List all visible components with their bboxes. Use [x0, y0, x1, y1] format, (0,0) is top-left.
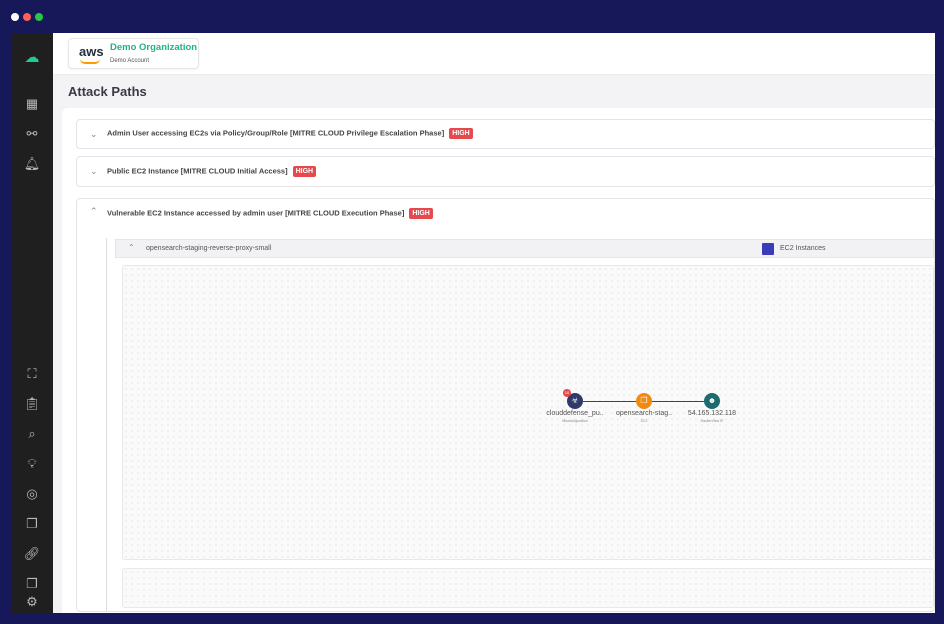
- chevron-up-icon[interactable]: ⌃: [128, 243, 135, 252]
- window-close-dot: [11, 13, 19, 21]
- attack-paths-panel: ⌄ Admin User accessing EC2s via Policy/G…: [62, 108, 935, 613]
- attack-path-item[interactable]: ⌄ Admin User accessing EC2s via Policy/G…: [76, 119, 935, 149]
- chevron-down-icon[interactable]: ⌄: [90, 129, 98, 139]
- top-header: aws Demo Organization Demo Account: [53, 33, 935, 75]
- account-name: Demo Account: [110, 58, 150, 64]
- attack-path-item-expanded: ⌃ Vulnerable EC2 Instance accessed by ad…: [76, 198, 935, 612]
- org-selector[interactable]: aws Demo Organization Demo Account: [68, 38, 199, 69]
- severity-badge: HIGH: [409, 208, 433, 219]
- node-label: clouddefense_pu..: [546, 410, 604, 417]
- node-label: opensearch-stag..: [615, 410, 673, 417]
- ec2-icon[interactable]: ❐: [636, 393, 652, 409]
- graph-canvas-secondary[interactable]: [122, 568, 934, 608]
- node-type: EC2: [640, 419, 648, 423]
- ec2-instances-icon: [762, 243, 774, 255]
- resource-header[interactable]: ⌃ opensearch-staging-reverse-proxy-small…: [115, 239, 934, 258]
- aws-logo-smile: [80, 59, 100, 64]
- severity-badge: HIGH: [449, 128, 473, 139]
- finding-count-badge: 10: [563, 389, 571, 397]
- aws-logo: aws: [79, 44, 104, 59]
- fingerprint-icon[interactable]: ◎: [26, 486, 38, 501]
- link-icon[interactable]: 🔗︎: [23, 546, 41, 561]
- node-type: HackerView IP: [700, 419, 724, 423]
- attack-path-icon[interactable]: ⚯: [26, 126, 38, 141]
- dashboard-icon[interactable]: ▦: [25, 96, 39, 111]
- resource-group: ⌃ opensearch-staging-reverse-proxy-small…: [106, 238, 934, 611]
- graph-canvas[interactable]: ☣ 10 ❐ ☻ clouddefense_pu.. Misconfigurat…: [122, 265, 934, 560]
- attack-path-label: Admin User accessing EC2s via Policy/Gro…: [107, 128, 445, 138]
- chevron-down-icon[interactable]: ⌄: [90, 166, 98, 176]
- attack-path-label: Vulnerable EC2 Instance accessed by admi…: [107, 208, 405, 218]
- hacker-icon[interactable]: ☻: [704, 393, 720, 409]
- severity-badge: HIGH: [292, 166, 317, 177]
- window-min-dot: [23, 13, 31, 21]
- documents-icon[interactable]: ❐: [26, 516, 38, 531]
- org-name: Demo Organization: [110, 42, 198, 53]
- app-window: ☁ ▦ ⚯ 🔔︎ ⛶ 📋︎ ⌕ 💡︎ ◎ ❐ 🔗︎ ❐ ⚙ aws Demo O…: [12, 33, 935, 613]
- attack-path-label: Public EC2 Instance [MITRE CLOUD Initial…: [107, 166, 288, 176]
- graph-edge: [583, 401, 638, 402]
- attack-path-item[interactable]: ⌄ Public EC2 Instance [MITRE CLOUD Initi…: [76, 156, 935, 187]
- page-title: Attack Paths: [68, 84, 147, 99]
- files-icon[interactable]: ❐: [26, 576, 38, 591]
- bulb-icon[interactable]: 💡︎: [27, 456, 37, 471]
- sidebar: ☁ ▦ ⚯ 🔔︎ ⛶ 📋︎ ⌕ 💡︎ ◎ ❐ 🔗︎ ❐ ⚙: [12, 33, 53, 613]
- alert-bell-icon[interactable]: 🔔︎: [23, 156, 41, 171]
- chevron-up-icon[interactable]: ⌃: [90, 206, 98, 216]
- node-type: Misconfiguration: [562, 419, 588, 423]
- scan-icon[interactable]: ⛶: [27, 366, 37, 381]
- window-max-dot: [35, 13, 43, 21]
- clipboard-icon[interactable]: 📋︎: [23, 396, 41, 411]
- search-icon[interactable]: ⌕: [28, 426, 36, 441]
- settings-icon[interactable]: ⚙: [26, 594, 38, 609]
- resource-name: opensearch-staging-reverse-proxy-small: [146, 245, 272, 252]
- graph-edge: [650, 401, 705, 402]
- biohazard-icon[interactable]: ☣: [567, 393, 583, 409]
- node-label: 54.165.132.118: [687, 410, 737, 417]
- cloud-logo-icon[interactable]: ☁: [24, 49, 40, 66]
- resource-type: EC2 Instances: [780, 245, 826, 252]
